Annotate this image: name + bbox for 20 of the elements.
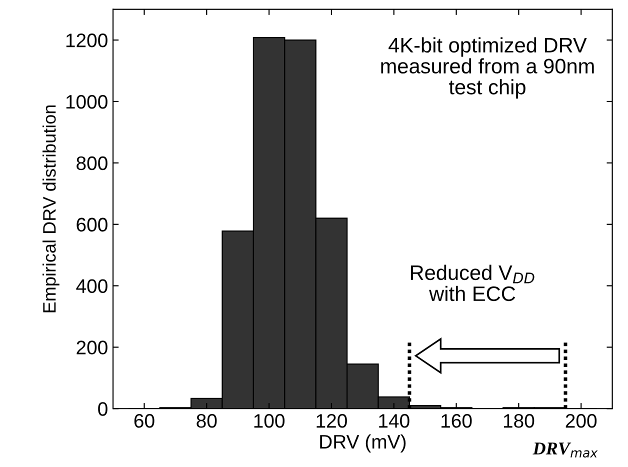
x-axis-title: DRV (mV) [320, 434, 406, 453]
x-tick-label: 200 [566, 414, 597, 428]
y-tick-label: 400 [76, 279, 108, 294]
x-tick-label: 60 [134, 414, 154, 428]
x-tick-label: 120 [316, 414, 347, 428]
x-tick-label: 140 [379, 414, 410, 428]
y-axis-title: Empirical DRV distribution [42, 105, 60, 312]
y-tick-label: 800 [76, 156, 108, 170]
y-tick-label: 1200 [66, 34, 108, 48]
y-tick-label: 0 [98, 402, 108, 416]
x-tick-label: 160 [442, 414, 472, 428]
ref-line-label: DRV$_{max}$ [532, 442, 598, 458]
annotation: 4K-bit optimized DRV measured from a 90nm test chip [381, 37, 594, 99]
x-tick-label: 80 [196, 414, 217, 428]
x-tick-label: 100 [254, 414, 285, 428]
y-tick-label: 200 [76, 340, 108, 354]
annotation: Reduced V$_{DD}$ with ECC [410, 264, 534, 302]
x-tick-label: 180 [504, 414, 534, 428]
y-tick-label: 1000 [66, 94, 108, 109]
y-tick-label: 600 [76, 218, 108, 232]
